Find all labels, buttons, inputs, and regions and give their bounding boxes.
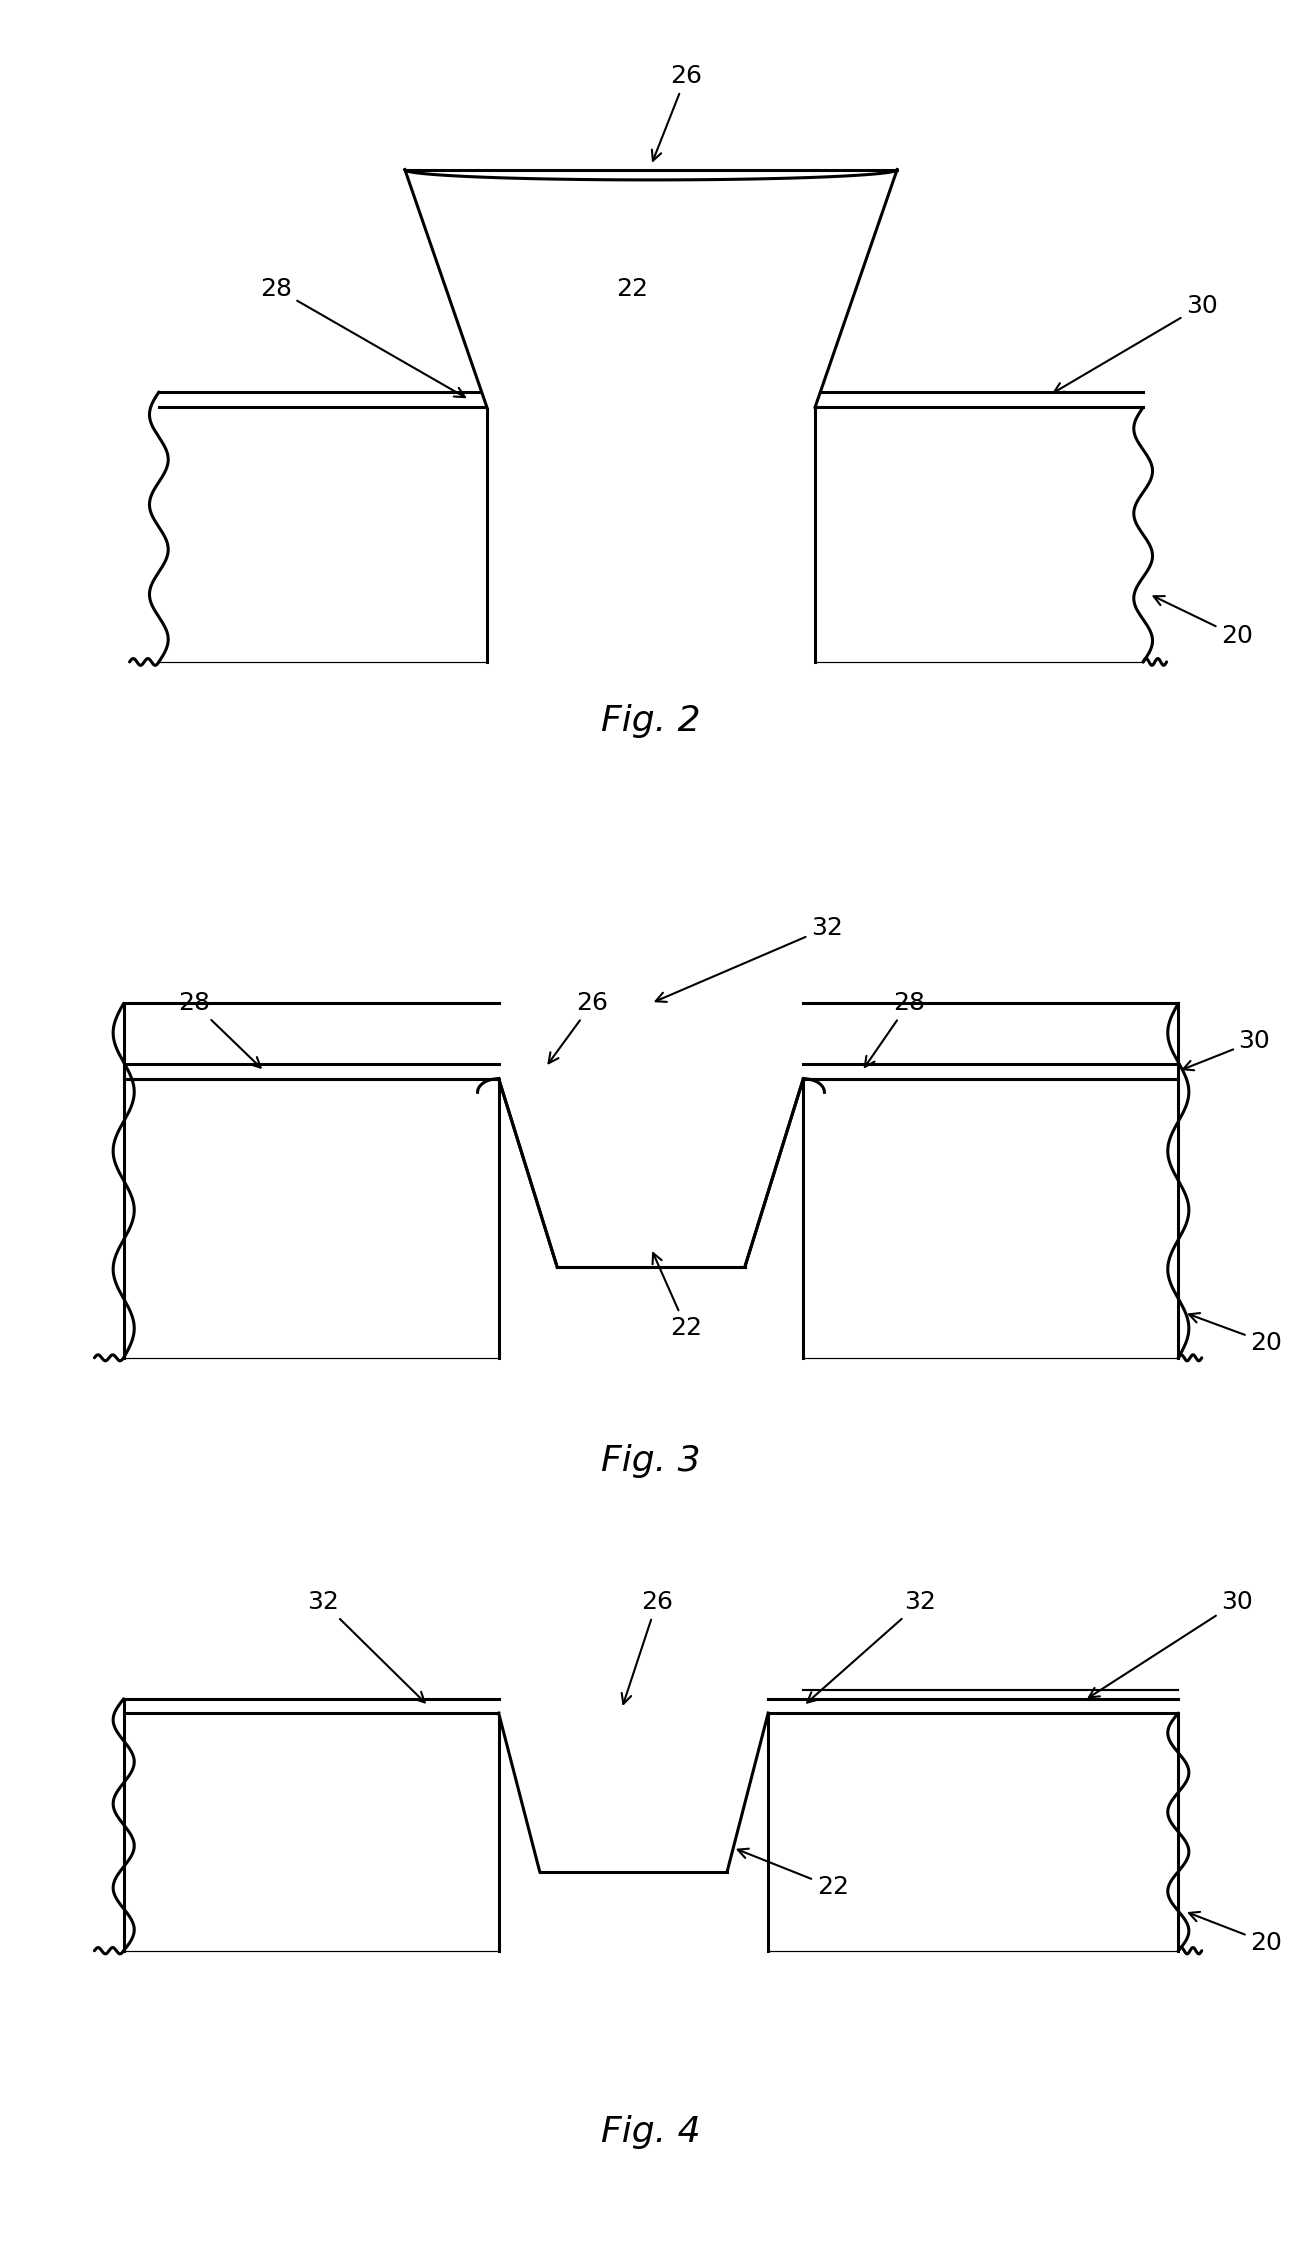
Text: Fig. 4: Fig. 4: [602, 2114, 700, 2150]
Text: 32: 32: [807, 1591, 936, 1702]
Text: 26: 26: [652, 63, 702, 161]
Text: 26: 26: [548, 991, 608, 1064]
Text: Fig. 2: Fig. 2: [602, 704, 700, 738]
Text: 30: 30: [1184, 1030, 1271, 1070]
Text: 22: 22: [738, 1849, 849, 1899]
Text: 20: 20: [1189, 1313, 1282, 1356]
Text: 28: 28: [260, 276, 465, 396]
Text: 26: 26: [621, 1591, 673, 1704]
Polygon shape: [405, 170, 897, 407]
Text: 22: 22: [616, 276, 648, 301]
Text: 30: 30: [1053, 294, 1217, 391]
Text: 22: 22: [652, 1254, 702, 1340]
Text: 28: 28: [178, 991, 260, 1068]
Polygon shape: [499, 1079, 803, 1267]
Text: 30: 30: [1088, 1591, 1253, 1697]
Text: Fig. 3: Fig. 3: [602, 1444, 700, 1478]
Polygon shape: [499, 1713, 768, 1872]
Text: 20: 20: [1189, 1912, 1282, 1955]
Text: 28: 28: [865, 991, 924, 1066]
Text: 20: 20: [1154, 595, 1253, 649]
Text: 32: 32: [307, 1591, 424, 1702]
Text: 32: 32: [656, 917, 842, 1003]
